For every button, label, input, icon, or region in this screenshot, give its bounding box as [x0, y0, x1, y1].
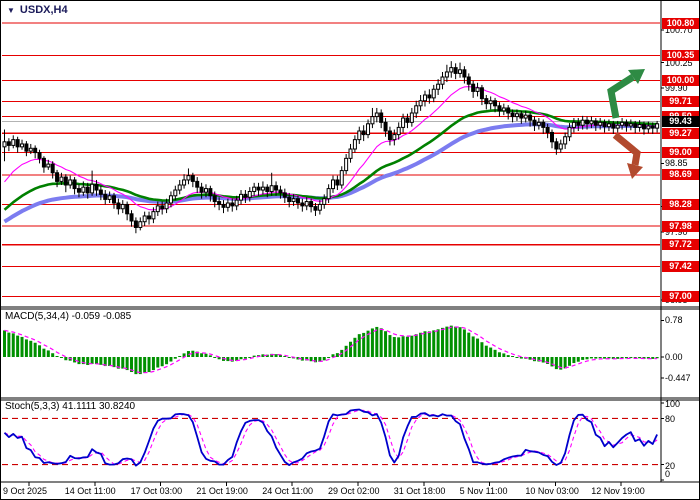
panel-separators: [1, 1, 699, 483]
axis-tick-marks: [28, 29, 664, 486]
price-level-badge[interactable]: 97.00: [662, 291, 699, 303]
symbol-title: USDX,H4: [19, 4, 68, 16]
stoch-levels: [2, 417, 660, 466]
macd-axis-tick: -0.447: [665, 373, 691, 383]
time-axis-label: 21 Oct 19:00: [196, 486, 248, 496]
price-level-badge[interactable]: 100.35: [662, 49, 699, 61]
macd-axis-tick: 0.00: [665, 352, 683, 362]
time-axis-label: 17 Oct 03:00: [130, 486, 183, 496]
price-level-badge[interactable]: 98.69: [662, 169, 699, 181]
time-axis-label: 12 Nov 19:00: [591, 486, 645, 496]
price-axis-tick: 99.90: [665, 82, 688, 93]
price-level-badge[interactable]: 99.00: [662, 147, 699, 159]
price-level-lines[interactable]: [2, 22, 660, 298]
time-axis-label: 9 Oct 2025: [3, 486, 48, 496]
price-level-badge[interactable]: 99.71: [662, 95, 699, 107]
price-level-badge[interactable]: 100.00: [662, 75, 699, 87]
time-axis-label: 14 Oct 11:00: [64, 486, 116, 496]
price-level-badge[interactable]: 100.80: [662, 17, 699, 29]
macd-label: MACD(5,34,4) -0.059 -0.085: [5, 311, 132, 322]
chevron-down-icon[interactable]: ▼: [7, 6, 15, 15]
time-axis-label: 5 Nov 11:00: [459, 486, 508, 496]
price-level-badge[interactable]: 97.98: [662, 220, 699, 232]
time-axis-label: 31 Oct 18:00: [393, 486, 446, 496]
up-arrow-icon[interactable]: [607, 69, 645, 119]
stoch-d-line: [4, 409, 658, 465]
ma-fast-line: [4, 86, 658, 211]
price-level-badge[interactable]: 99.27: [662, 127, 699, 139]
stoch-axis-tick: 20: [665, 460, 676, 471]
price-axis-tick: 98.85: [665, 158, 688, 169]
stoch-axis-tick: 100: [665, 399, 681, 409]
symbol-title-bar: ▼ USDX,H4: [7, 4, 68, 16]
time-axis-label: 10 Nov 03:00: [525, 486, 579, 496]
price-axis-tick: 100.70: [665, 25, 693, 36]
macd-axis-tick: 0.78: [665, 315, 683, 326]
ma-slow-line: [3, 122, 658, 224]
price-level-badge[interactable]: 97.72: [662, 239, 699, 251]
down-arrow-icon[interactable]: [612, 132, 643, 179]
price-level-badge[interactable]: 98.28: [662, 198, 699, 210]
time-axis-label: 24 Oct 11:00: [262, 486, 314, 496]
price-level-badge[interactable]: 97.42: [662, 260, 699, 272]
time-axis-label: 29 Oct 02:00: [328, 486, 380, 496]
macd-histogram: [3, 325, 659, 375]
candles: [2, 61, 660, 234]
stoch-axis-tick: 80: [665, 414, 676, 425]
stoch-k-line: [3, 408, 658, 467]
current-price-badge: 99.43: [662, 116, 699, 128]
stoch-axis-tick: 0: [665, 469, 671, 479]
stoch-label: Stoch(5,3,3) 41.1111 30.8240: [5, 401, 136, 412]
price-axis-tick: 100.25: [665, 57, 693, 68]
price-axis-tick: 97.90: [665, 226, 688, 237]
macd-signal-line: [4, 326, 658, 374]
